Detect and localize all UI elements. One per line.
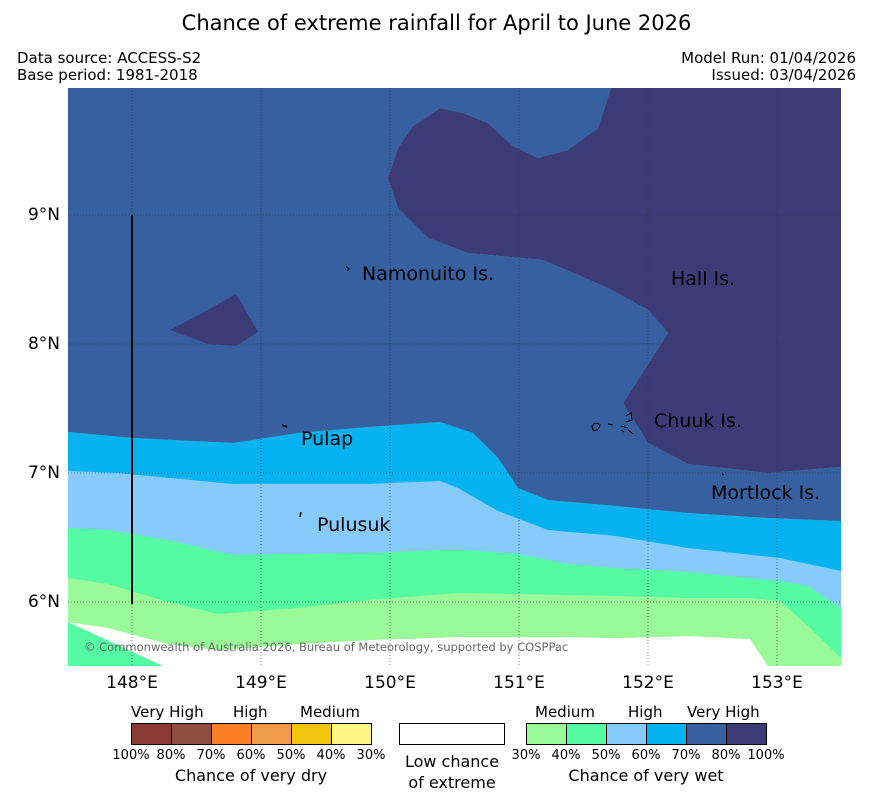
dry-swatch-60-70 [211, 723, 252, 745]
lon-label-149e: 149°E [235, 673, 287, 693]
wet-tick-30: 30% [511, 748, 541, 763]
forecast-map-svg [68, 88, 841, 666]
wet-tick-100: 100% [747, 748, 785, 763]
lat-label-7n: 7°N [27, 463, 60, 483]
dry-category-very-high: Very High [131, 703, 204, 721]
dry-swatch-50-60 [251, 723, 292, 745]
wet-swatch-70-80 [686, 723, 727, 745]
lon-label-148e: 148°E [106, 673, 158, 693]
dry-tick-100: 100% [112, 748, 150, 763]
lat-label-8n: 8°N [27, 334, 60, 354]
copyright-text: © Commonwealth of Australia 2026, Bureau… [84, 640, 569, 654]
region-wet-very-high-100-east [388, 88, 841, 473]
wet-swatch-30-40 [526, 723, 567, 745]
dry-tick-80: 80% [156, 748, 186, 763]
place-label-pulusuk: Pulusuk [317, 514, 391, 536]
place-label-hall: Hall Is. [671, 268, 736, 290]
lat-label-9n: 9°N [27, 205, 60, 225]
wet-legend-caption: Chance of very wet [568, 766, 724, 785]
data-source-text: Data source: ACCESS-S2 [17, 49, 202, 67]
pulusuk-island-shape [299, 511, 302, 518]
dry-tick-40: 40% [316, 748, 346, 763]
place-label-chuuk: Chuuk Is. [654, 410, 742, 432]
low-chance-swatch [399, 723, 505, 745]
wet-swatch-50-60 [606, 723, 647, 745]
low-chance-line2: of extreme [408, 773, 496, 792]
wet-swatch-60-70 [646, 723, 687, 745]
place-label-mortlock: Mortlock Is. [711, 482, 821, 504]
wet-tick-80: 80% [711, 748, 741, 763]
wet-tick-70: 70% [671, 748, 701, 763]
lon-label-153e: 153°E [751, 673, 803, 693]
model-run-text: Model Run: 01/04/2026 [681, 49, 856, 67]
chuuk-island-shape [591, 412, 634, 435]
wet-swatch-80-100 [726, 723, 767, 745]
dry-legend-caption: Chance of very dry [174, 766, 328, 785]
low-chance-line1: Low chance [404, 752, 500, 771]
map-title: Chance of extreme rainfall for April to … [181, 11, 692, 35]
wet-category-very-high: Very High [687, 703, 760, 721]
lon-label-150e: 150°E [364, 673, 416, 693]
dry-swatch-40-50 [291, 723, 332, 745]
lat-label-6n: 6°N [27, 592, 60, 612]
mortlock-island-shape [721, 473, 725, 476]
region-wet-very-high-100-west [170, 294, 258, 346]
forecast-map[interactable]: Namonuito Is. Hall Is. Pulap Chuuk Is. M… [68, 88, 841, 666]
dry-tick-50: 50% [276, 748, 306, 763]
dry-tick-60: 60% [236, 748, 266, 763]
lon-label-151e: 151°E [493, 673, 545, 693]
dry-tick-30: 30% [356, 748, 386, 763]
region-wet-high-70 [68, 422, 841, 571]
issued-text: Issued: 03/04/2026 [711, 66, 856, 84]
wet-category-medium: Medium [535, 703, 595, 721]
wet-category-high: High [628, 703, 663, 721]
dry-category-medium: Medium [300, 703, 360, 721]
place-label-namonuito: Namonuito Is. [362, 263, 495, 285]
dry-swatch-30-40 [331, 723, 372, 745]
namonuito-island-shape [345, 265, 350, 272]
dry-swatch-80-100 [131, 723, 172, 745]
wet-tick-40: 40% [551, 748, 581, 763]
dry-swatch-70-80 [171, 723, 212, 745]
base-period-text: Base period: 1981-2018 [17, 66, 198, 84]
dry-category-high: High [233, 703, 268, 721]
pulap-island-shape [281, 424, 288, 428]
wet-swatch-40-50 [566, 723, 607, 745]
wet-tick-50: 50% [591, 748, 621, 763]
wet-tick-60: 60% [631, 748, 661, 763]
lon-label-152e: 152°E [622, 673, 674, 693]
place-label-pulap: Pulap [301, 428, 354, 450]
dry-tick-70: 70% [196, 748, 226, 763]
